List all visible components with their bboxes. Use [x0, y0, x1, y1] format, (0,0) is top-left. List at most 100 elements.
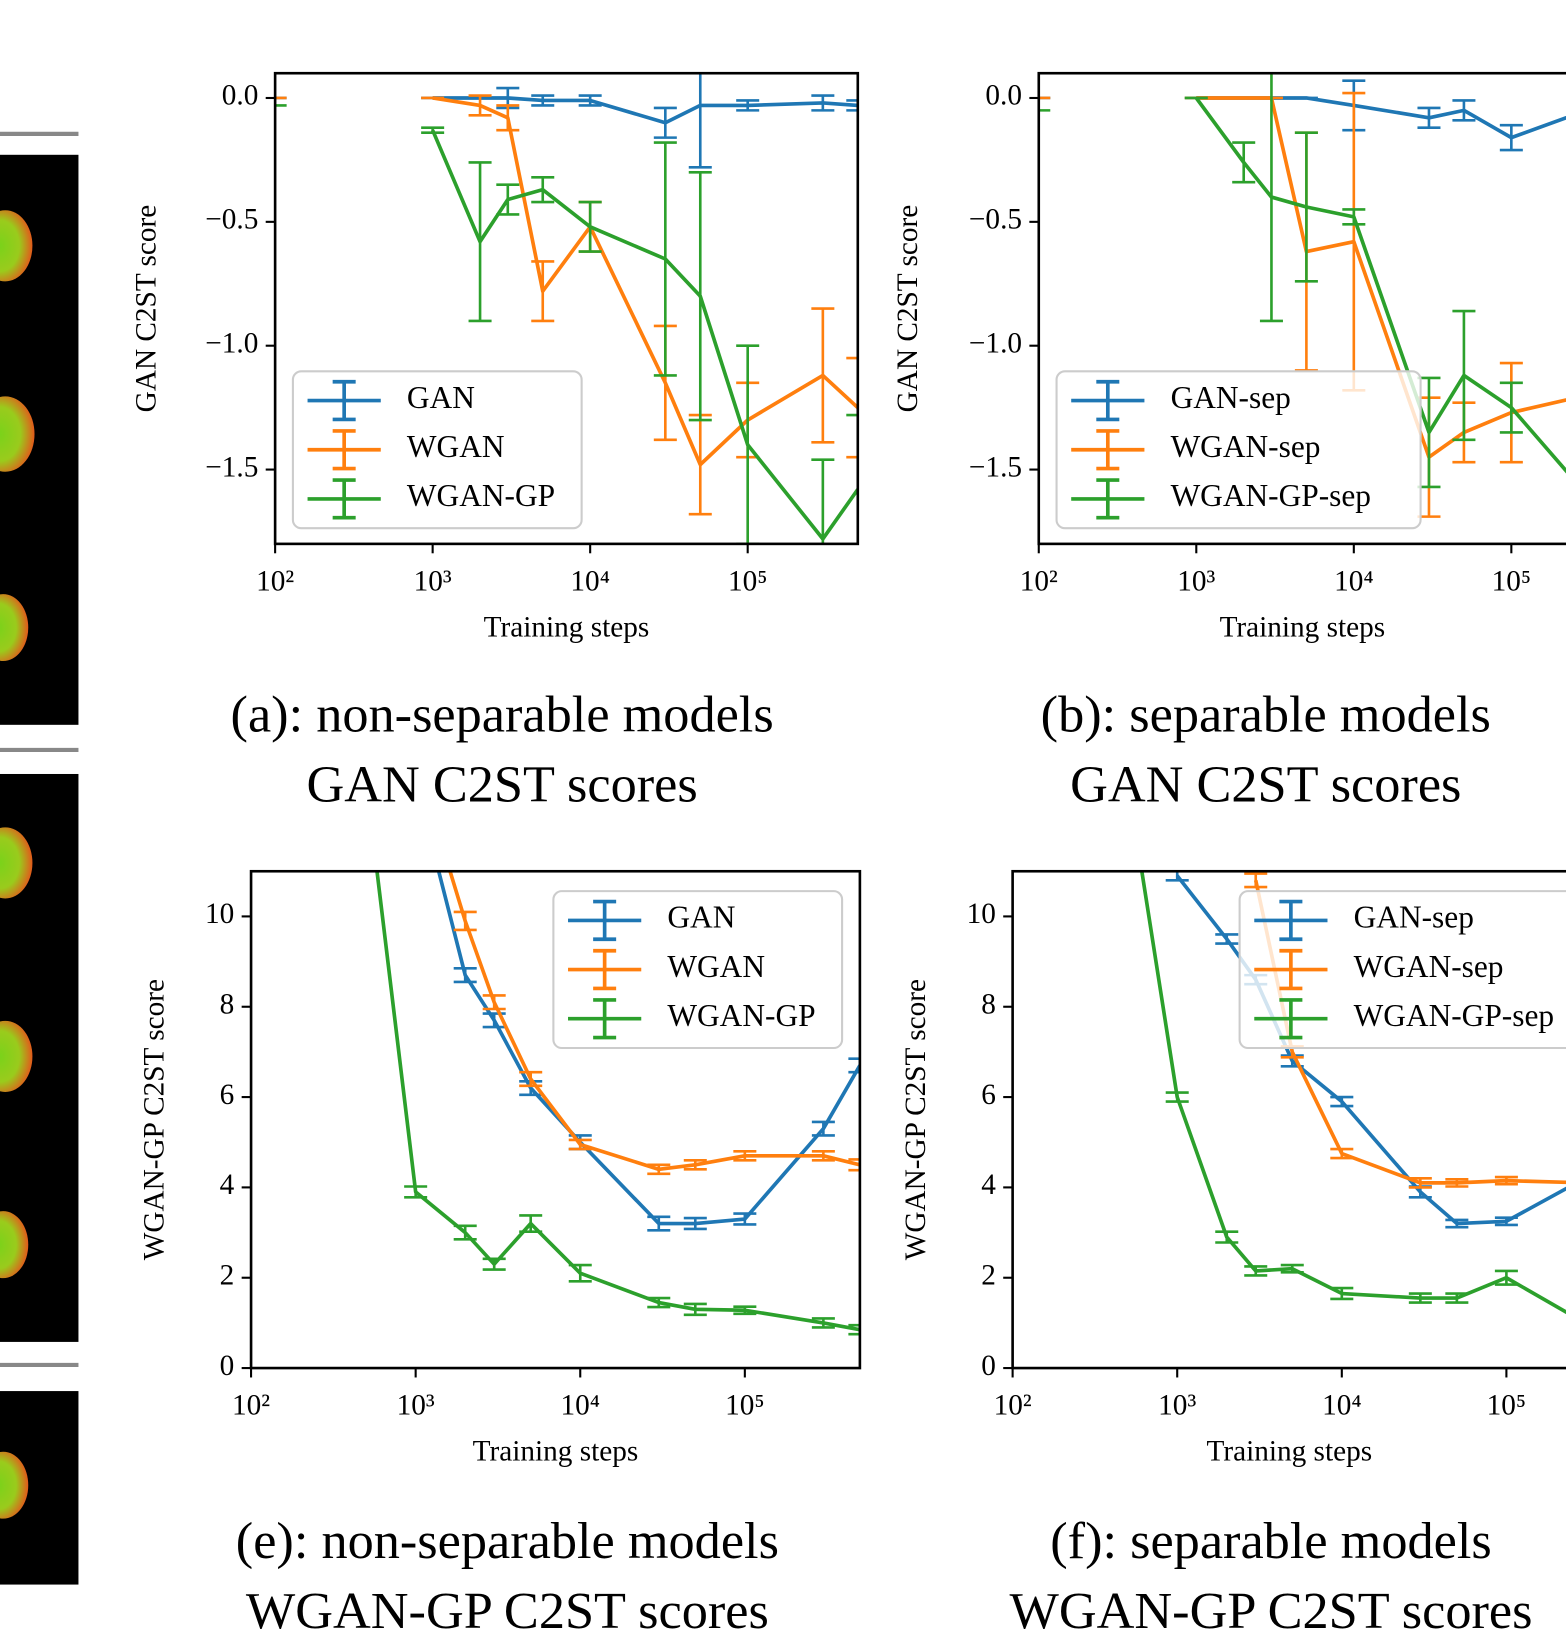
caption: WGAN-GP C2ST scores	[246, 1582, 769, 1640]
y-tick-label: 8	[220, 988, 235, 1020]
caption: (b): separable models	[1041, 686, 1491, 744]
error-bar	[469, 162, 492, 321]
x-tick-label: 10⁴	[1322, 1390, 1361, 1422]
y-tick-label: 6	[981, 1079, 996, 1111]
y-tick-label: −0.5	[969, 204, 1022, 236]
legend-label: WGAN-GP	[407, 478, 555, 513]
y-tick-label: 2	[981, 1259, 996, 1291]
y-tick-label: −0.5	[205, 204, 258, 236]
legend: GAN WGAN WGAN-GP	[293, 371, 582, 528]
y-tick-label: 10	[205, 898, 234, 930]
error-bar	[1215, 1232, 1238, 1243]
x-tick-label: 10²	[1020, 565, 1058, 597]
plot-area	[264, 43, 870, 618]
legend-label: WGAN-GP-sep	[1354, 998, 1554, 1033]
error-bar	[404, 1186, 427, 1197]
series-line	[366, 781, 860, 1330]
y-tick-label: 0.0	[222, 80, 259, 112]
error-bar	[1244, 874, 1267, 888]
legend-label: WGAN	[407, 429, 505, 464]
x-axis-label: Training steps	[1207, 1436, 1373, 1468]
series-line	[1128, 781, 1566, 1323]
y-tick-label: 4	[981, 1169, 996, 1201]
error-bar	[811, 460, 834, 619]
legend: GAN-sep WGAN-sep WGAN-GP-sep	[1240, 891, 1566, 1048]
y-tick-label: −1.0	[969, 327, 1022, 359]
caption: (a): non-separable models	[231, 686, 774, 744]
x-tick-label: 10⁵	[1487, 1390, 1526, 1422]
y-tick-label: 6	[220, 1079, 235, 1111]
error-bar	[812, 1122, 835, 1136]
error-bar	[689, 415, 712, 514]
error-bar	[811, 309, 834, 443]
x-tick-label: 10⁴	[570, 565, 609, 597]
error-bar	[1260, 73, 1283, 321]
caption: (e): non-separable models	[236, 1512, 779, 1570]
legend-label: WGAN-sep	[1171, 429, 1321, 464]
x-axis-label: Training steps	[473, 1436, 639, 1468]
y-axis-label: WGAN-GP C2ST score	[900, 979, 932, 1260]
error-bar	[1500, 125, 1523, 150]
y-tick-label: 0	[981, 1350, 996, 1382]
error-bar	[531, 177, 554, 202]
error-bar	[1452, 311, 1475, 440]
y-tick-label: −1.5	[205, 451, 258, 483]
x-tick-label: 10²	[256, 565, 294, 597]
error-bar	[1330, 1097, 1353, 1106]
legend-label: WGAN-sep	[1354, 949, 1504, 984]
caption: GAN C2ST scores	[306, 756, 697, 814]
x-axis-label: Training steps	[484, 611, 650, 643]
error-bar	[531, 261, 554, 320]
page: {"chart_data": [ {"type": "line", "capti…	[0, 0, 1566, 1640]
legend-label: GAN	[407, 380, 475, 415]
y-tick-label: 8	[981, 988, 996, 1020]
chart-panel: 10² 10³ 10⁴ 10⁵ 0 2 4 6 8 10 Training steps WGAN-GP…	[900, 776, 1566, 1640]
caption: GAN C2ST scores	[1070, 756, 1461, 814]
legend: GAN-sep WGAN-sep WGAN-GP-sep	[1057, 371, 1421, 528]
image-strip	[0, 134, 78, 1585]
error-bar	[483, 1259, 506, 1270]
error-bar	[654, 143, 677, 376]
x-tick-label: 10⁵	[1492, 565, 1531, 597]
error-bar	[421, 128, 444, 133]
x-tick-label: 10²	[232, 1390, 270, 1422]
x-tick-label: 10³	[1177, 565, 1215, 597]
legend-label: GAN	[667, 900, 735, 935]
x-axis-label: Training steps	[1220, 611, 1386, 643]
x-tick-label: 10²	[994, 1390, 1032, 1422]
y-axis-label: GAN C2ST score	[130, 205, 162, 413]
y-axis-label: WGAN-GP C2ST score	[139, 979, 171, 1260]
y-tick-label: −1.0	[205, 327, 258, 359]
error-bar	[689, 172, 712, 420]
error-bar	[454, 912, 477, 930]
legend: GAN WGAN WGAN-GP	[553, 891, 842, 1048]
x-tick-label: 10³	[414, 565, 452, 597]
legend-label: WGAN-GP-sep	[1171, 478, 1371, 513]
y-tick-label: 4	[220, 1169, 235, 1201]
y-tick-label: −1.5	[969, 451, 1022, 483]
chart-panel: 10² 10³ 10⁴ 10⁵ 0.0 −0.5 −1.0 −1.5 Training step…	[130, 43, 869, 813]
y-tick-label: 2	[220, 1259, 235, 1291]
y-tick-label: 0.0	[985, 80, 1022, 112]
series-line	[433, 98, 858, 123]
plot-area	[1116, 776, 1566, 1327]
x-tick-label: 10³	[397, 1390, 435, 1422]
y-tick-label: 10	[967, 898, 996, 930]
caption: (f): separable models	[1050, 1512, 1491, 1570]
x-tick-label: 10⁵	[728, 565, 767, 597]
error-bar	[1215, 934, 1238, 943]
legend-label: GAN-sep	[1171, 380, 1291, 415]
caption: WGAN-GP C2ST scores	[1010, 1582, 1533, 1640]
x-tick-label: 10³	[1158, 1390, 1196, 1422]
x-tick-label: 10⁵	[725, 1390, 764, 1422]
legend-label: WGAN-GP	[667, 998, 815, 1033]
legend-label: WGAN	[667, 949, 765, 984]
error-bar	[1500, 383, 1523, 433]
error-bar	[654, 108, 677, 138]
error-bar	[454, 968, 477, 982]
legend-label: GAN-sep	[1354, 900, 1474, 935]
error-bar	[1166, 1093, 1189, 1102]
figure: 10² 10³ 10⁴ 10⁵ 0.0 −0.5 −1.0 −1.5 Training step…	[0, 0, 1566, 1640]
